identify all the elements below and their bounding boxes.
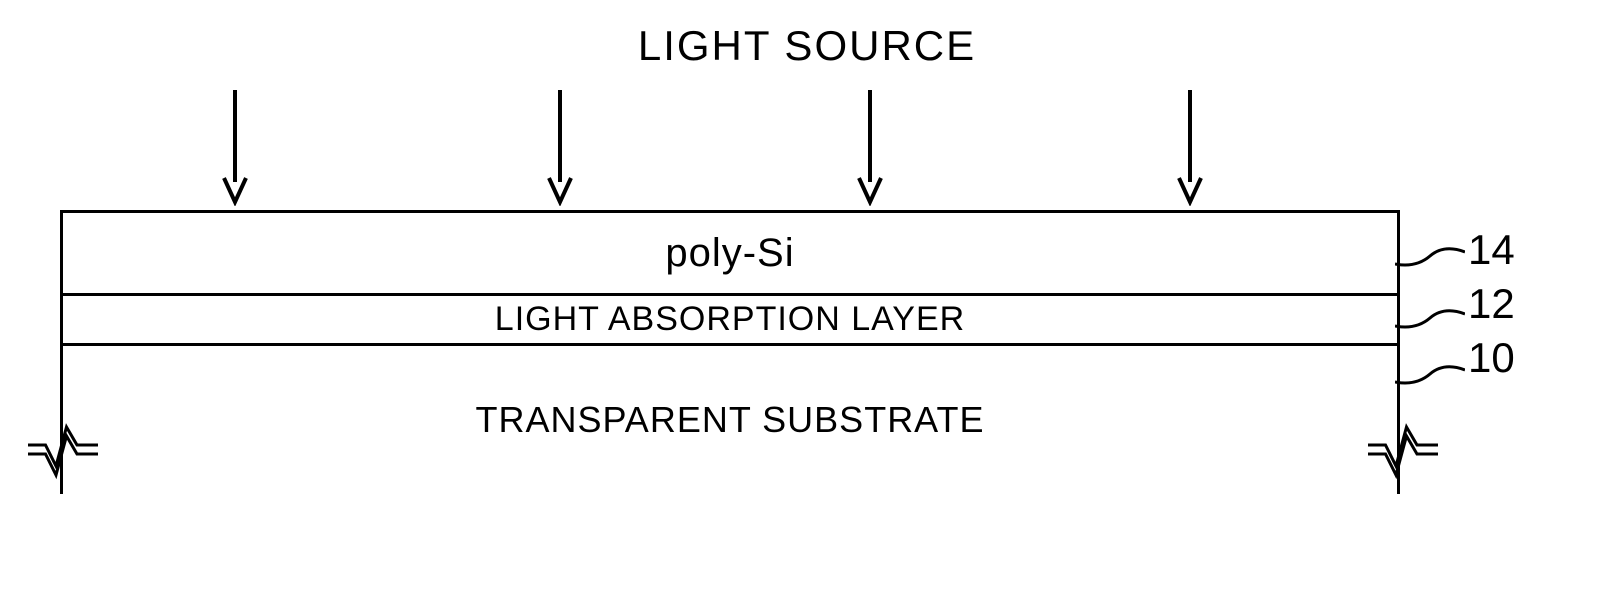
reference-leader-icon bbox=[1395, 359, 1465, 389]
layer-label: poly-Si bbox=[665, 231, 794, 276]
layer-label: LIGHT ABSORPTION LAYER bbox=[495, 300, 965, 339]
reference-number: 12 bbox=[1468, 280, 1515, 328]
reference-leader-icon bbox=[1395, 303, 1465, 333]
light-arrow-icon bbox=[220, 90, 250, 206]
diagram-title: LIGHT SOURCE bbox=[0, 22, 1614, 70]
light-arrow-icon bbox=[545, 90, 575, 206]
layer-label: TRANSPARENT SUBSTRATE bbox=[475, 399, 984, 441]
light-arrows-group bbox=[0, 90, 1614, 200]
light-arrow-icon bbox=[855, 90, 885, 206]
layer-substrate: TRANSPARENT SUBSTRATE bbox=[60, 346, 1400, 494]
break-notch-icon bbox=[28, 416, 98, 480]
reference-leader-icon bbox=[1395, 241, 1465, 271]
layer-absorption: LIGHT ABSORPTION LAYER bbox=[60, 296, 1400, 346]
layer-poly-si: poly-Si bbox=[60, 210, 1400, 296]
reference-number: 14 bbox=[1468, 226, 1515, 274]
break-notch-icon bbox=[1368, 416, 1438, 480]
light-arrow-icon bbox=[1175, 90, 1205, 206]
reference-number: 10 bbox=[1468, 334, 1515, 382]
